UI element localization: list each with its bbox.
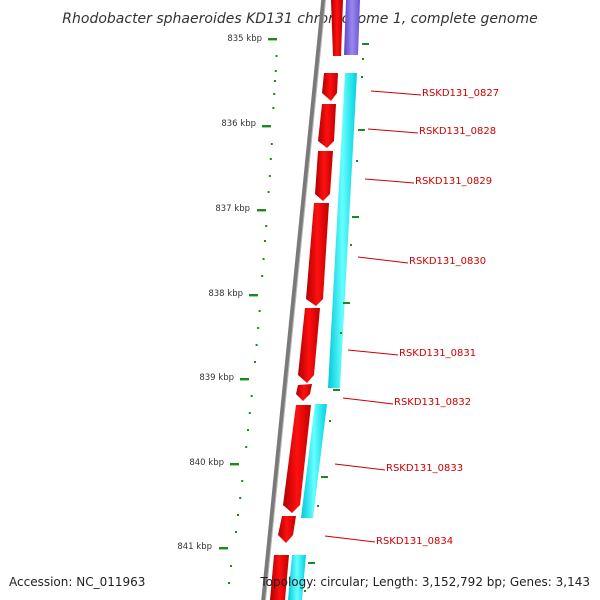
- gene-arrow-0828[interactable]: [318, 104, 336, 148]
- tick-839: 839 kbp: [199, 373, 249, 383]
- gene-label: RSKD131_0833: [386, 463, 463, 474]
- gene-callout-0828[interactable]: RSKD131_0828: [367, 126, 496, 137]
- tick-841: 841 kbp: [177, 542, 228, 552]
- gene-callout-0833[interactable]: RSKD131_0833: [334, 463, 463, 474]
- gene-callout-0832[interactable]: RSKD131_0832: [342, 397, 471, 408]
- accession-text: Accession: NC_011963: [9, 575, 145, 589]
- gene-arrow-0830[interactable]: [306, 203, 329, 306]
- tick-835: 835 kbp: [227, 34, 277, 44]
- tick-label: 836 kbp: [221, 119, 256, 129]
- tick-840: 840 kbp: [189, 458, 239, 468]
- tick-label: 838 kbp: [208, 289, 243, 299]
- tick-label: 841 kbp: [177, 542, 212, 552]
- gene-callout-0831[interactable]: RSKD131_0831: [347, 348, 476, 359]
- tick-label: 837 kbp: [215, 204, 250, 214]
- map-title: Rhodobacter sphaeroides KD131 chromosome…: [62, 11, 537, 27]
- gene-label: RSKD131_0827: [422, 88, 499, 99]
- gene-labels: RSKD131_0827 RSKD131_0828 RSKD131_0829 R…: [324, 88, 499, 547]
- tick-label: 835 kbp: [227, 34, 262, 44]
- cds-band: [288, 73, 357, 600]
- gene-label: RSKD131_0832: [394, 397, 471, 408]
- purple-feature: [344, 0, 360, 55]
- tick-838: 838 kbp: [208, 289, 258, 299]
- inner-ticks: [304, 43, 369, 592]
- topology-text: Topology: circular; Length: 3,152,792 bp…: [259, 575, 590, 589]
- gene-callout-0830[interactable]: RSKD131_0830: [357, 256, 486, 267]
- tick-label: 839 kbp: [199, 373, 234, 383]
- gene-arrow-0829[interactable]: [315, 151, 333, 201]
- gene-arrow-0831[interactable]: [298, 308, 320, 383]
- scale-ticks: 835 kbp 836 kbp 837 kbp 838 kbp 839 kbp …: [177, 34, 277, 552]
- gene-arrow-0833[interactable]: [283, 405, 311, 513]
- gene-callout-0829[interactable]: RSKD131_0829: [364, 176, 492, 187]
- gene-label: RSKD131_0834: [376, 536, 453, 547]
- tick-837: 837 kbp: [215, 204, 266, 214]
- tick-label: 840 kbp: [189, 458, 224, 468]
- gene-label: RSKD131_0829: [415, 176, 492, 187]
- gene-label: RSKD131_0831: [399, 348, 476, 359]
- gene-arrows: [270, 0, 343, 600]
- gene-callout-0827[interactable]: RSKD131_0827: [370, 88, 499, 99]
- gene-callout-0834[interactable]: RSKD131_0834: [324, 535, 453, 547]
- gene-label: RSKD131_0828: [419, 126, 496, 137]
- gene-arrow-0834[interactable]: [278, 516, 296, 543]
- scale-dots: [228, 55, 278, 584]
- gene-arrow-0827[interactable]: [322, 73, 338, 101]
- gene-arrow-0832[interactable]: [296, 384, 312, 401]
- gene-label: RSKD131_0830: [409, 256, 486, 267]
- tick-836: 836 kbp: [221, 119, 271, 129]
